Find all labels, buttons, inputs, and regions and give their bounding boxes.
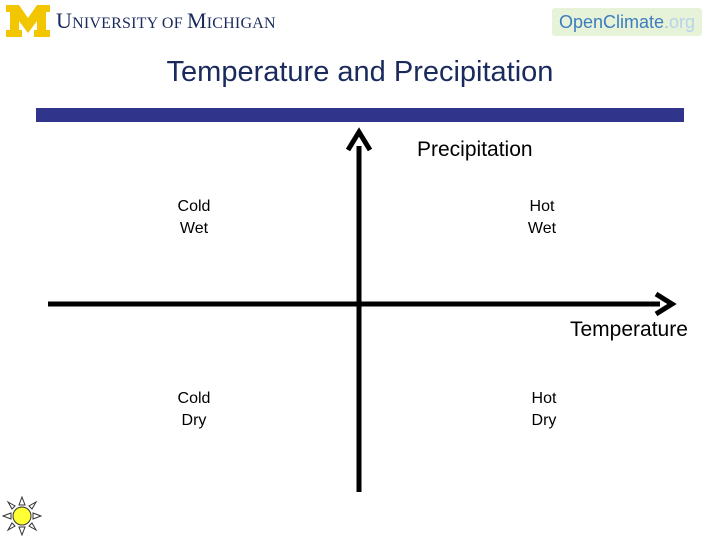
x-axis-label: Temperature (570, 318, 688, 341)
quadrant-cold-dry: Cold Dry (154, 388, 234, 432)
quadrant-hot-wet: Hot Wet (502, 196, 582, 240)
logo-word-open: Open (558, 11, 603, 32)
logo-dot: . (664, 11, 670, 32)
slide-title: Temperature and Precipitation (166, 56, 554, 88)
x-axis-arrowhead (654, 291, 677, 317)
quadrant-line-2: Wet (527, 220, 557, 237)
quadrant-line-2: Dry (181, 412, 207, 429)
quadrant-hot-dry: Hot Dry (504, 388, 584, 432)
quadrant-line-1: Cold (177, 198, 211, 215)
university-of-michigan-logo: UNIVERSITY OF MICHIGAN (6, 4, 276, 38)
university-name: UNIVERSITY OF MICHIGAN (56, 8, 276, 33)
quadrant-line-1: Cold (177, 390, 211, 407)
sun-icon (2, 496, 42, 536)
logo-word-org: org (669, 11, 696, 32)
y-axis-arrowhead (345, 127, 373, 152)
quadrant-line-1: Hot (531, 390, 557, 407)
quadrant-line-2: Dry (531, 412, 557, 429)
openclimate-logo: Open Climate. org (552, 8, 702, 36)
quadrant-line-2: Wet (179, 220, 209, 237)
y-axis-label: Precipitation (417, 138, 533, 161)
quadrant-cold-wet: Cold Wet (154, 196, 234, 240)
title-underline-bar (36, 108, 684, 122)
quadrant-line-1: Hot (529, 198, 555, 215)
logo-word-climate: Climate (603, 11, 665, 32)
block-m-icon (6, 5, 50, 37)
